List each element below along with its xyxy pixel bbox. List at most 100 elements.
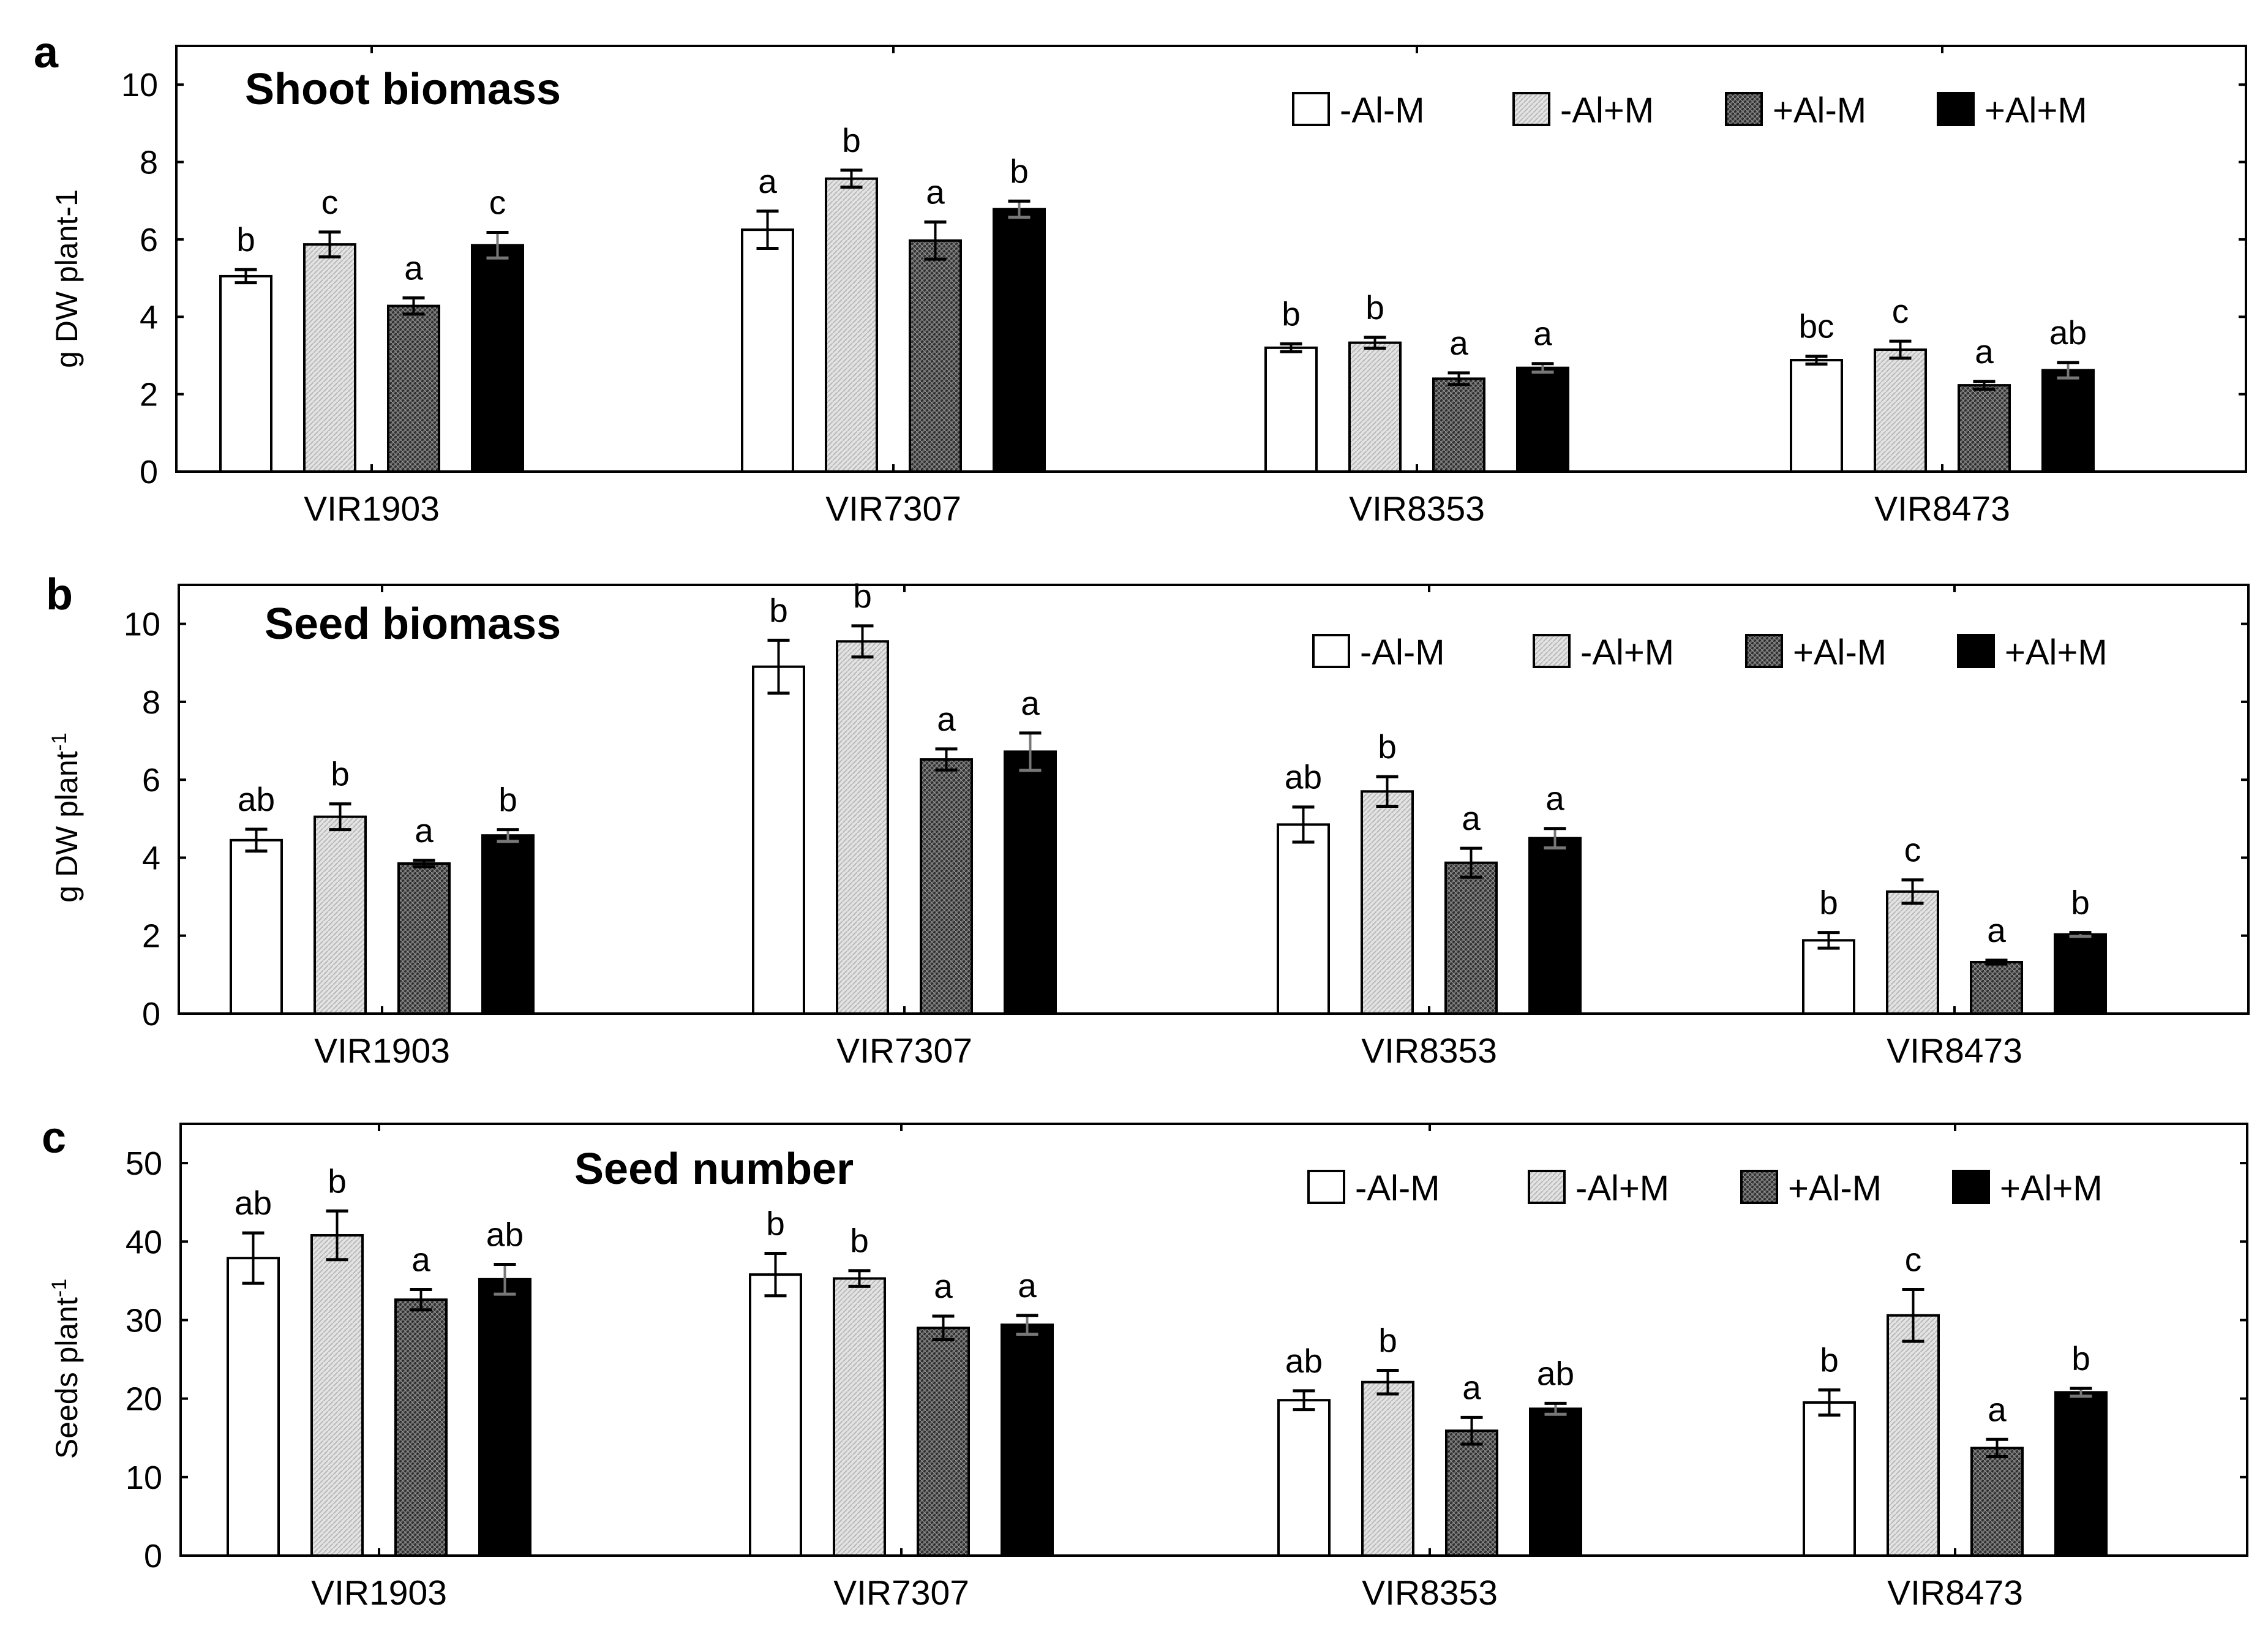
bar--Al-M-VIR8353 <box>1277 1399 1331 1557</box>
error-bar <box>1544 1401 1567 1416</box>
error-bar <box>413 859 435 868</box>
bar-+Al-M-VIR8353 <box>1444 861 1498 1015</box>
bar--Al+M-VIR8473 <box>1874 348 1927 473</box>
significance-letter: b <box>842 121 861 159</box>
bar--Al+M-VIR1903 <box>314 815 367 1015</box>
error-bar <box>1901 878 1924 905</box>
bar--Al+M-VIR8353 <box>1361 790 1414 1015</box>
significance-letter: ab <box>235 1184 272 1222</box>
error-bar <box>1805 355 1828 366</box>
bar-+Al-M-VIR8353 <box>1445 1429 1498 1557</box>
chart-title: Seed number <box>574 1145 854 1194</box>
error-bar <box>245 827 268 853</box>
error-bar <box>1376 775 1399 808</box>
y-tick-label: 4 <box>142 840 160 876</box>
bar-+Al+M-VIR8473 <box>2041 369 2095 473</box>
significance-letter: a <box>404 249 423 287</box>
error-bar <box>1019 731 1042 772</box>
significance-letter: b <box>2071 884 2090 922</box>
legend-swatch <box>1725 92 1763 126</box>
panel-seed-biomass: b Seed biomass g DW plant-1 0 2 4 6 8 10 VIR19… <box>46 570 2250 1071</box>
significance-letter: b <box>2071 1339 2090 1377</box>
significance-letter: a <box>1975 333 1994 371</box>
bar-+Al-M-VIR7307 <box>920 758 973 1015</box>
bar-+Al-M-VIR8473 <box>1958 384 2011 473</box>
bar--Al+M-VIR8353 <box>1348 341 1402 473</box>
bar--Al-M-VIR8473 <box>1803 1401 1856 1557</box>
significance-letter: a <box>937 700 956 738</box>
bar--Al-M-VIR1903 <box>230 838 283 1015</box>
error-bar <box>1293 1389 1315 1412</box>
bar-+Al-M-VIR7307 <box>917 1327 970 1557</box>
bar-+Al+M-VIR1903 <box>481 834 535 1015</box>
significance-letter: a <box>1987 911 2006 949</box>
y-tick-label: 10 <box>121 67 158 104</box>
error-bar <box>1817 931 1840 950</box>
error-bar <box>1292 805 1315 844</box>
significance-letter: b <box>1010 152 1029 190</box>
significance-letter: a <box>1988 1390 2007 1428</box>
category-label: VIR8353 <box>1349 489 1485 529</box>
error-bar <box>497 828 519 843</box>
legend-swatch <box>1307 1170 1345 1204</box>
significance-letter: ab <box>1537 1354 1574 1392</box>
significance-letter: a <box>1462 799 1481 837</box>
legend-swatch <box>1512 92 1550 126</box>
error-bar <box>1016 1314 1038 1336</box>
bar-+Al+M-VIR8473 <box>2054 933 2107 1015</box>
category-label: VIR8473 <box>1887 1573 2023 1613</box>
y-axis-label: g DW plant-1 <box>48 732 84 903</box>
significance-letter: a <box>415 811 434 849</box>
panel-label: c <box>42 1113 66 1162</box>
significance-letter: b <box>331 755 350 793</box>
bar-+Al-M-VIR8473 <box>1970 1447 2024 1557</box>
error-bar <box>402 296 425 316</box>
legend-label: +Al+M <box>2000 1169 2103 1208</box>
bar--Al-M-VIR1903 <box>219 274 272 473</box>
error-bar <box>932 1314 955 1341</box>
bar-+Al+M-VIR7307 <box>1004 750 1057 1015</box>
significance-letter: b <box>1282 295 1301 333</box>
bar-+Al-M-VIR1903 <box>397 862 451 1015</box>
y-tick-label: 4 <box>140 299 158 336</box>
y-tick-label: 0 <box>142 996 160 1033</box>
significance-letter: ab <box>238 780 275 818</box>
panel-shoot-biomass: a Shoot biomass g DW plant-1 0 2 4 6 8 10 VIR1… <box>34 28 2247 529</box>
error-bar <box>851 624 874 659</box>
significance-letter: b <box>769 591 788 629</box>
bar--Al-M-VIR8473 <box>1802 939 1855 1015</box>
significance-letter: b <box>1378 1321 1397 1359</box>
bar--Al+M-VIR7307 <box>825 177 878 473</box>
error-bar <box>1902 1287 1924 1343</box>
legend-label: -Al-M <box>1360 633 1445 672</box>
bar-+Al-M-VIR7307 <box>909 239 962 473</box>
category-label: VIR8353 <box>1362 1573 1498 1613</box>
bar--Al+M-VIR8473 <box>1887 1314 1940 1557</box>
significance-letter: bc <box>1798 307 1834 345</box>
error-bar <box>1364 336 1386 350</box>
legend-label: +Al+M <box>1984 91 2087 130</box>
bar--Al-M-VIR7307 <box>749 1273 802 1557</box>
bar--Al-M-VIR8353 <box>1264 346 1318 473</box>
significance-letter: a <box>934 1267 953 1305</box>
error-bar <box>494 1262 516 1296</box>
bar--Al+M-VIR7307 <box>836 640 889 1015</box>
significance-letter: b <box>1365 288 1384 326</box>
significance-letter: ab <box>486 1215 524 1253</box>
error-bar <box>2057 361 2079 380</box>
error-bar <box>318 230 341 258</box>
significance-letter: a <box>1018 1267 1037 1305</box>
error-bar <box>486 231 509 260</box>
error-bar <box>1986 1437 2008 1458</box>
y-tick-label: 0 <box>144 1538 162 1575</box>
bar--Al+M-VIR8473 <box>1886 890 1939 1015</box>
significance-letter: b <box>328 1162 347 1200</box>
plot-frame <box>179 1123 2248 1557</box>
panel-label: b <box>46 570 73 619</box>
bar-+Al+M-VIR7307 <box>1001 1323 1054 1557</box>
significance-letter: c <box>1904 831 1921 869</box>
category-label: VIR1903 <box>311 1573 447 1613</box>
y-tick-label: 6 <box>142 762 160 799</box>
plot-frame <box>178 584 2250 1015</box>
error-bar <box>2069 931 2092 938</box>
